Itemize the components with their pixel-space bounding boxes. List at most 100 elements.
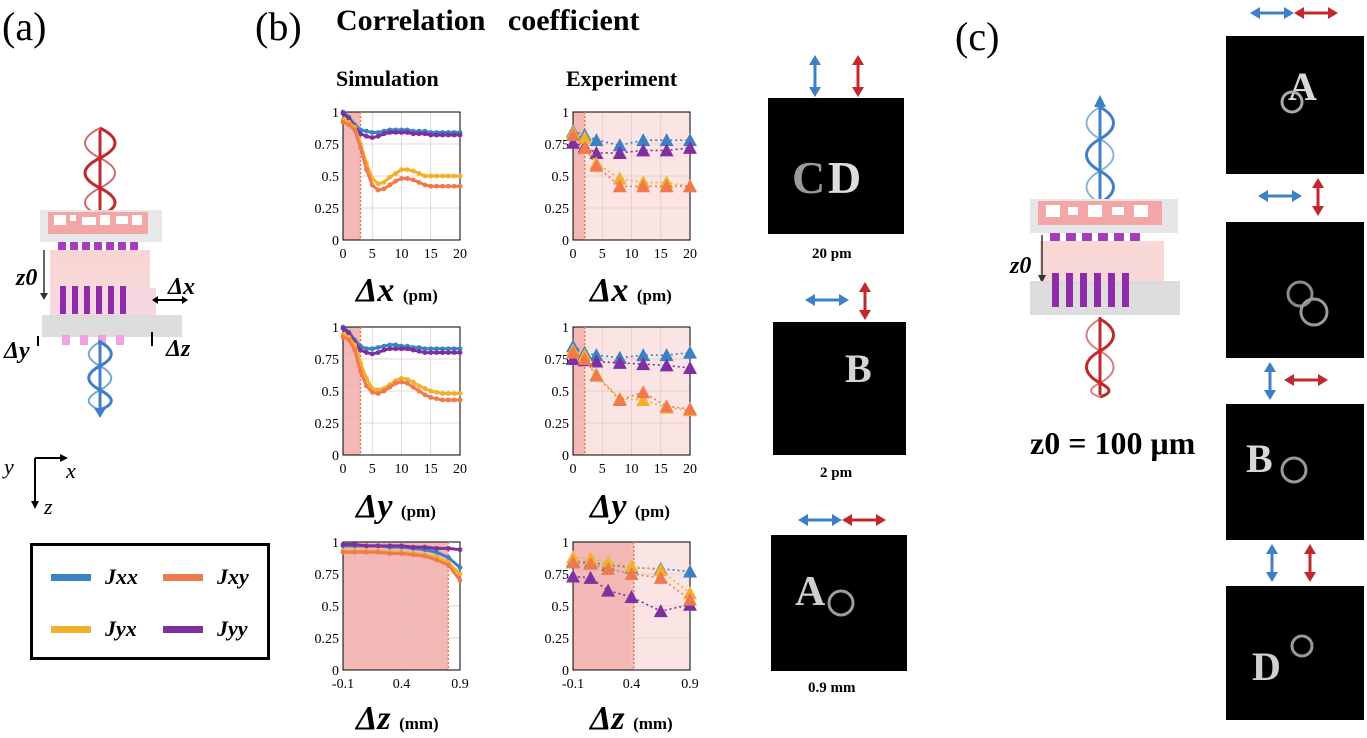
data-point-jyy — [352, 542, 358, 547]
legend-item-jxx: Jxx — [51, 564, 138, 590]
data-point-jyy — [346, 116, 352, 121]
x-tick-label: -0.1 — [332, 677, 354, 692]
data-point-jyy — [434, 132, 439, 138]
data-point-jyy — [624, 590, 639, 604]
data-point-jxx — [434, 549, 439, 555]
output-wave-blue — [87, 340, 113, 412]
data-point-jxy — [422, 553, 428, 559]
x-tick-label: 20 — [683, 462, 697, 477]
xlabel-sim-dz: Δz (mm) — [356, 700, 439, 737]
x-tick-label: 15 — [424, 462, 438, 477]
hologram-c-2 — [1226, 222, 1364, 358]
data-point-jxy — [346, 337, 352, 343]
data-point-jyx — [451, 173, 457, 179]
legend-swatch-jxx — [51, 573, 91, 581]
data-point-jxy — [404, 176, 410, 181]
data-point-jyy — [589, 354, 604, 368]
data-point-jxx — [683, 345, 697, 359]
x-tick-label: 15 — [654, 462, 668, 477]
data-point-jyy — [428, 132, 434, 138]
data-point-jxy — [422, 392, 428, 398]
data-point-jyy — [364, 350, 369, 355]
data-point-jxx — [457, 565, 463, 570]
plot-frame — [572, 326, 691, 456]
data-point-jxy — [428, 183, 434, 189]
data-point-jxy — [399, 551, 404, 556]
x-tick-label: 0.4 — [623, 677, 641, 692]
data-point-jxx — [683, 564, 697, 578]
data-point-jyy — [653, 604, 668, 618]
data-point-jxy — [387, 182, 393, 188]
hologram-ghost-letter: C — [792, 152, 825, 203]
data-point-jxx — [659, 348, 674, 362]
data-point-jyy — [387, 543, 393, 549]
axis-z-label: z — [43, 494, 53, 519]
data-point-jyx — [612, 171, 627, 185]
data-point-jxx — [422, 346, 428, 352]
data-point-jyy — [457, 350, 463, 355]
data-point-jyy — [393, 130, 399, 135]
legend-label-jyx: Jyx — [105, 616, 137, 641]
data-point-jxy — [399, 176, 404, 181]
data-point-jxx — [381, 343, 387, 349]
data-point-jyy — [393, 346, 399, 352]
panel-label-b: (b) — [255, 4, 302, 49]
chart-experiment-dz: 0 0.25 0.5 0.75 1 -0.1 0.4 0.9 — [545, 536, 699, 692]
data-point-jxx — [589, 133, 604, 147]
data-point-jyy — [387, 346, 393, 352]
data-point-jxy — [445, 562, 451, 568]
data-point-jxy — [416, 180, 422, 185]
data-point-jyx — [404, 377, 410, 382]
series-line-jyy — [572, 575, 691, 612]
data-point-jyy — [451, 132, 457, 138]
data-point-jyy — [399, 346, 404, 352]
main-title: Correlation coefficient — [336, 4, 640, 37]
data-point-jyx — [399, 375, 404, 381]
data-point-jyy — [410, 544, 416, 550]
polarization-arrows-c3 — [1264, 362, 1328, 400]
data-point-jyy — [381, 131, 387, 137]
x-tick-label: 15 — [654, 247, 668, 262]
data-point-jxy — [566, 555, 580, 569]
axis-y-label: y — [2, 454, 14, 479]
legend-item-jyx: Jyx — [51, 616, 137, 642]
data-point-jxy — [352, 127, 358, 133]
data-point-jxy — [589, 368, 604, 382]
legend-label-jxx: Jxx — [105, 564, 138, 589]
data-point-jxy — [659, 179, 674, 193]
y-tick-label: 1 — [562, 106, 569, 121]
data-point-jxx — [369, 346, 375, 352]
data-point-jxy — [369, 182, 375, 188]
experiment-title: Experiment — [566, 66, 678, 91]
hologram-letter: D — [828, 152, 861, 203]
data-point-jxy — [440, 183, 445, 189]
data-point-jyy — [589, 145, 604, 159]
hologram-c-3: B — [1226, 404, 1364, 540]
x-tick-label: 20 — [683, 247, 697, 262]
data-point-jxy — [434, 183, 439, 189]
z0-label: z0 — [15, 265, 37, 291]
data-point-jyy — [404, 130, 410, 135]
data-point-jxx — [445, 346, 451, 352]
data-point-jyx — [440, 391, 445, 396]
data-point-jyy — [683, 140, 697, 154]
plot-frame — [342, 326, 461, 456]
x-tick-label: 0 — [570, 247, 577, 262]
data-point-jxx — [364, 128, 369, 134]
data-point-jyy — [381, 347, 387, 353]
data-point-jyy — [445, 132, 451, 138]
data-point-jyx — [404, 167, 410, 172]
data-point-jxy — [428, 395, 434, 400]
y-tick-label: 0.75 — [545, 568, 570, 583]
data-point-jxx — [659, 133, 674, 147]
data-point-jxy — [440, 397, 445, 403]
data-point-jyy — [422, 350, 428, 355]
data-point-jxy — [358, 145, 363, 151]
data-point-jyx — [451, 391, 457, 396]
data-point-jyx — [422, 386, 428, 391]
data-point-jyy — [346, 331, 352, 336]
data-point-jyx — [445, 391, 451, 396]
data-point-jxx — [369, 130, 375, 135]
data-point-jxx — [416, 345, 422, 350]
